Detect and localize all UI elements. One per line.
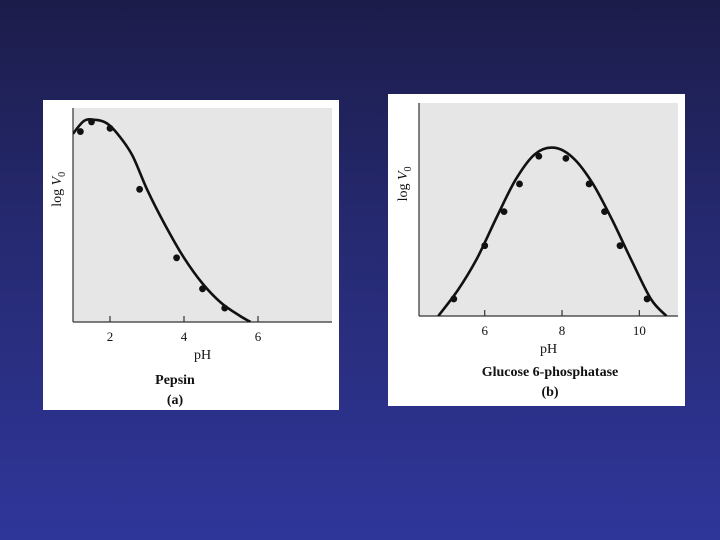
chart-1-data-point: [562, 154, 570, 162]
glucose-6-phosphatase-chart: 6 8 10 pH log V0 Glucose 6-phosphatase (b): [396, 103, 678, 400]
chart-1-x-tick-label: 10: [633, 323, 646, 338]
chart-1-x-axis-title: pH: [540, 342, 557, 357]
chart-1-data-point: [643, 295, 651, 303]
chart-0-data-point: [88, 118, 95, 126]
chart-1-enzyme-name: Glucose 6-phosphatase: [482, 365, 619, 380]
chart-1-data-point: [516, 180, 523, 188]
chart-0-fitted-curve: [73, 117, 252, 322]
chart-1-data-point: [616, 242, 624, 250]
chart-1-plot-area: [419, 103, 678, 316]
chart-1-data-point: [601, 208, 608, 216]
chart-0-data-point: [77, 128, 84, 135]
pepsin-chart-panel: 2 4 6 pH log V0 Pepsin (a): [43, 100, 339, 410]
chart-1-panel-label: (b): [541, 385, 558, 400]
chart-0-data-point: [173, 254, 181, 262]
chart-0-x-tick-label: 4: [181, 329, 188, 344]
glucose-6-phosphatase-chart-panel: 6 8 10 pH log V0 Glucose 6-phosphatase (b): [388, 94, 685, 406]
chart-1-fitted-curve: [437, 146, 668, 316]
chart-1-y-axis-title: log V0: [396, 166, 414, 201]
chart-0-data-point: [221, 304, 229, 312]
chart-1-x-tick-label: 8: [559, 323, 566, 338]
chart-0-panel-label: (a): [167, 393, 184, 408]
chart-0-x-tick-label: 6: [255, 329, 262, 344]
chart-0-data-point: [199, 285, 206, 293]
chart-1-data-point: [535, 152, 543, 160]
chart-0-y-axis-title: log V0: [50, 172, 68, 207]
pepsin-chart: 2 4 6 pH log V0 Pepsin (a): [50, 108, 332, 408]
chart-0-x-tick-label: 2: [107, 329, 114, 344]
chart-1-x-tick-label: 6: [481, 323, 488, 338]
chart-0-x-axis-title: pH: [194, 348, 211, 363]
chart-1-data-point: [500, 208, 508, 216]
chart-1-data-point: [450, 295, 458, 303]
chart-0-enzyme-name: Pepsin: [155, 373, 195, 388]
chart-1-data-point: [481, 242, 489, 250]
chart-0-data-point: [106, 124, 114, 132]
chart-0-data-point: [136, 185, 143, 193]
chart-1-data-point: [585, 180, 593, 188]
